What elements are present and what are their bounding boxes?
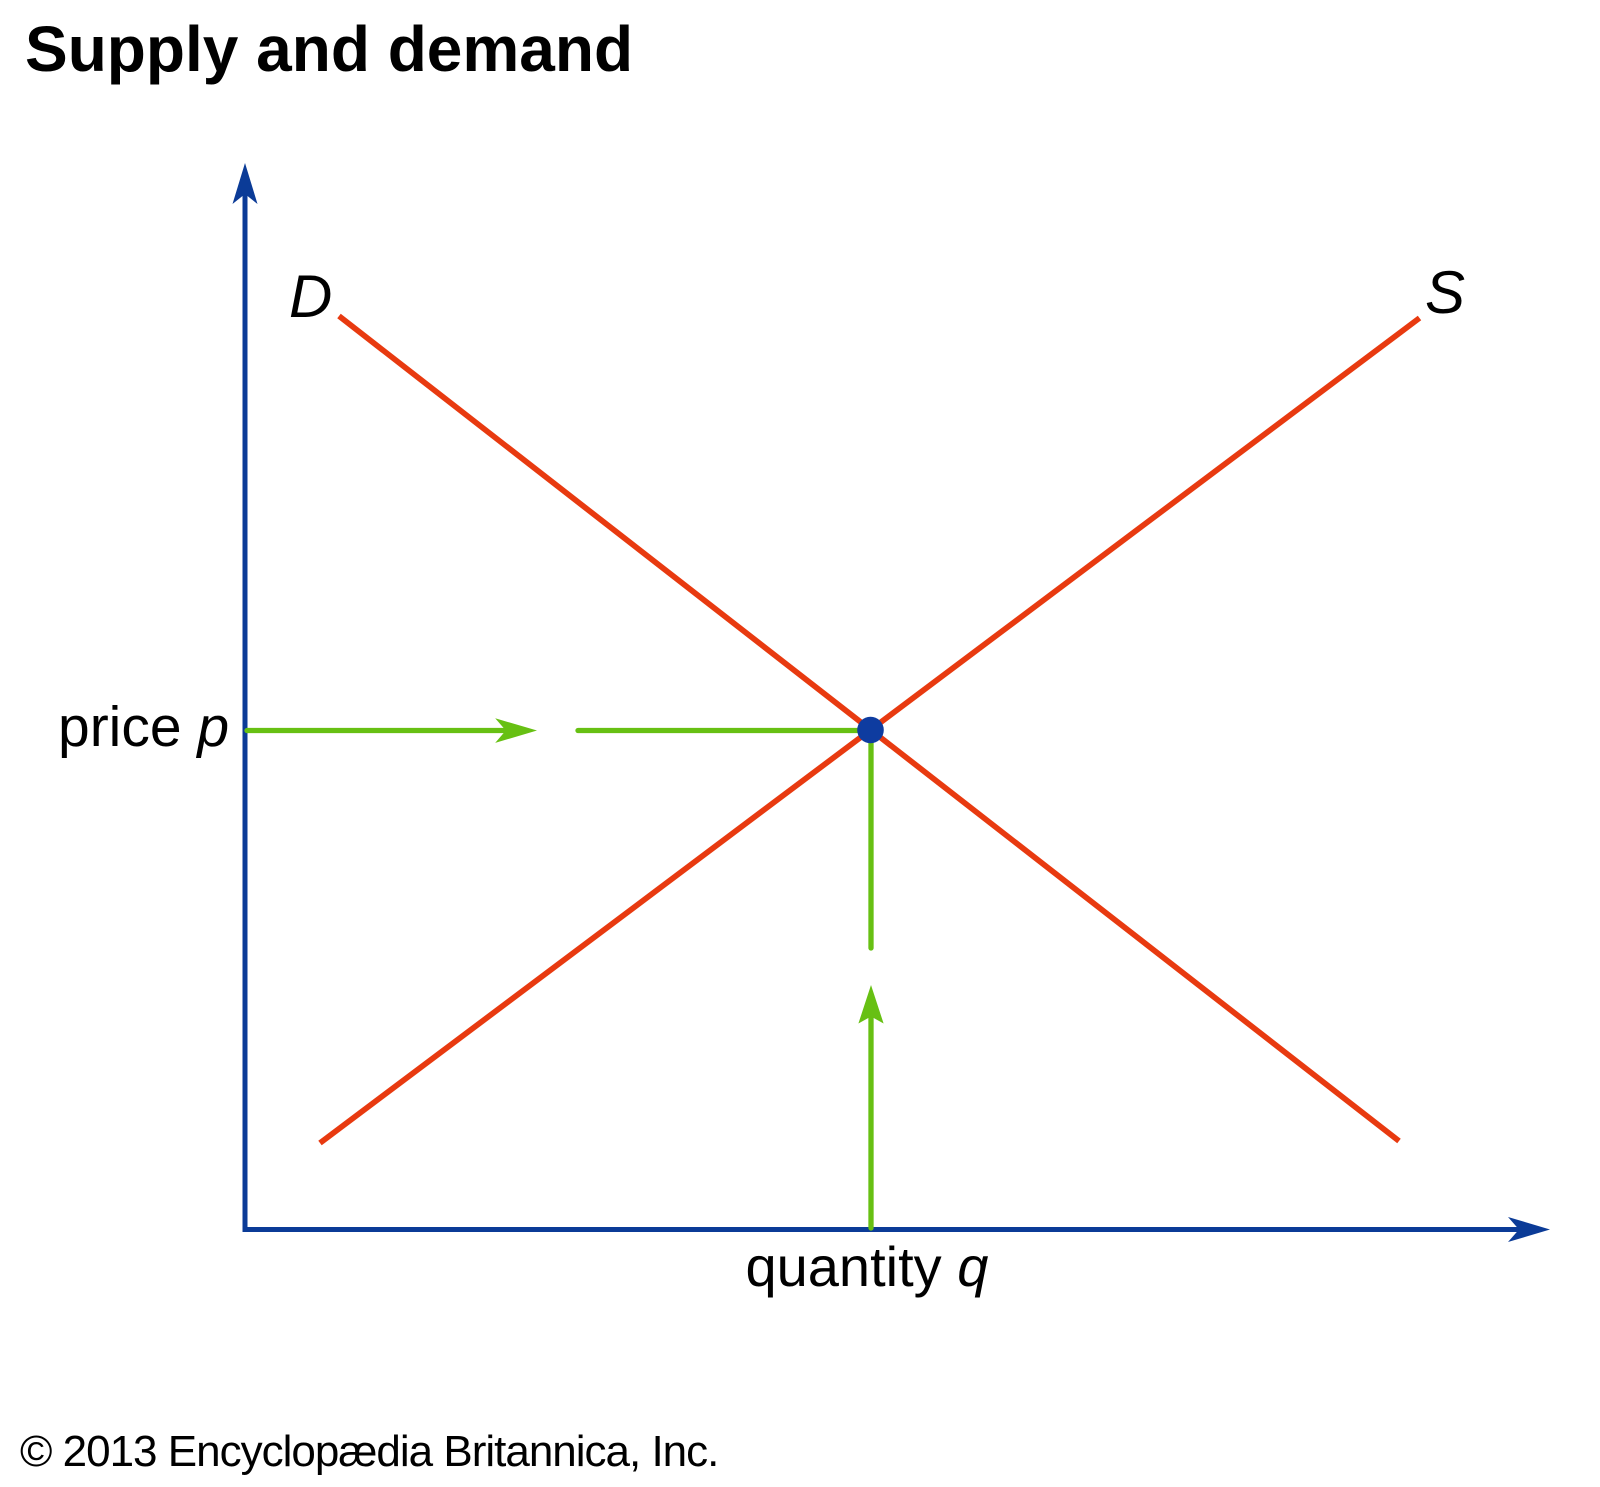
- svg-text:S: S: [1425, 259, 1465, 326]
- svg-text:D: D: [289, 263, 332, 330]
- svg-text:Supply and demand: Supply and demand: [25, 13, 633, 85]
- svg-text:quantity q: quantity q: [746, 1235, 989, 1298]
- svg-text:© 2013 Encyclopædia Britannica: © 2013 Encyclopædia Britannica, Inc.: [20, 1427, 718, 1476]
- svg-text:price p: price p: [58, 695, 229, 759]
